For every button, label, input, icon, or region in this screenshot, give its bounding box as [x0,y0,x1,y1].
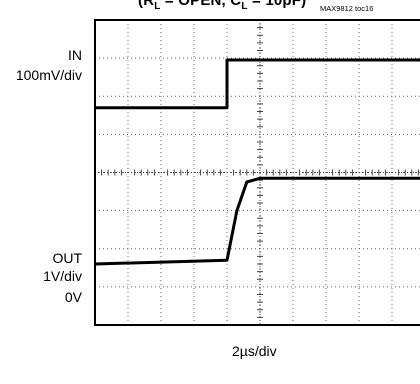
scope-traces [94,58,420,266]
in-trace-label: IN [68,47,82,63]
in-scale-label: 100mV/div [15,67,82,83]
out-scale-label: 1V/div [43,268,82,284]
trace-in [95,58,420,110]
out-zero-label: 0V [64,289,82,305]
plot-frame [94,19,420,326]
x-axis-label: 2µs/div [232,343,277,359]
out-trace-label: OUT [52,250,82,266]
trace-out [94,176,420,266]
chart-title: (RL = OPEN, CL = 10pF) [138,0,307,12]
scope-grid [95,20,420,325]
figure-tag: MAX9812 toc16 [320,4,374,13]
